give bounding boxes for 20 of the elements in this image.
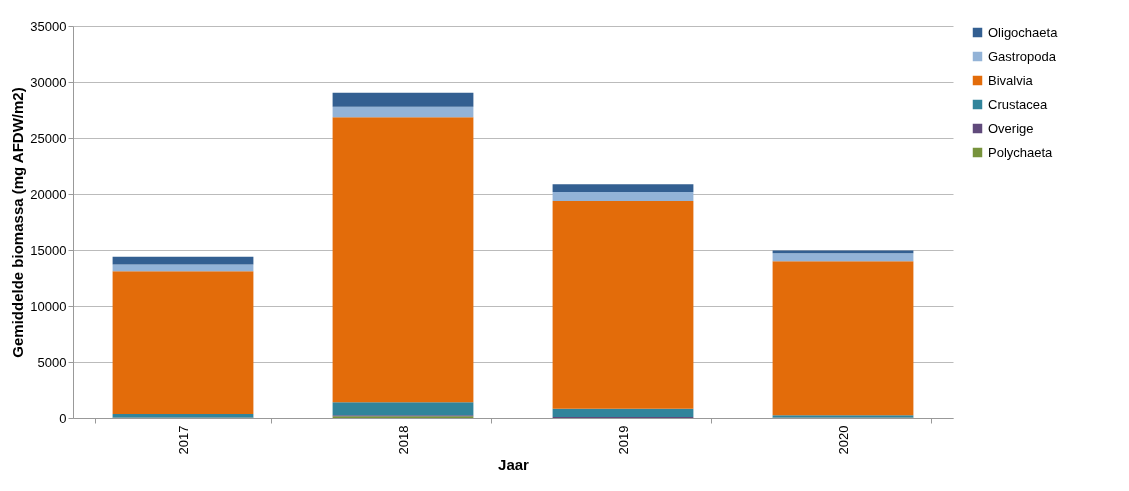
x-tick-label: 2018 bbox=[395, 425, 411, 455]
legend-label: Gastropoda bbox=[988, 48, 1057, 64]
y-tick-label: 0 bbox=[59, 410, 67, 426]
x-tick-label: 2020 bbox=[835, 425, 851, 455]
y-tick-label: 35000 bbox=[30, 18, 67, 34]
legend-label: Overige bbox=[988, 120, 1034, 136]
y-tick-label: 20000 bbox=[30, 186, 67, 202]
y-tick-label: 25000 bbox=[30, 130, 67, 146]
y-axis-title: Gemiddelde biomassa (mg AFDW/m2) bbox=[9, 87, 27, 358]
legend-label: Crustacea bbox=[988, 96, 1049, 112]
x-tick-label: 2017 bbox=[175, 425, 191, 455]
x-axis-title: Jaar bbox=[498, 456, 530, 474]
x-tick-label: 2019 bbox=[615, 425, 631, 455]
legend-label: Polychaeta bbox=[988, 144, 1054, 160]
y-tick-label: 5000 bbox=[37, 354, 67, 370]
y-tick-label: 30000 bbox=[30, 74, 67, 90]
y-tick-label: 15000 bbox=[30, 242, 67, 258]
y-tick-label: 10000 bbox=[30, 298, 67, 314]
legend-label: Bivalvia bbox=[988, 72, 1034, 88]
legend-label: Oligochaeta bbox=[988, 24, 1059, 40]
